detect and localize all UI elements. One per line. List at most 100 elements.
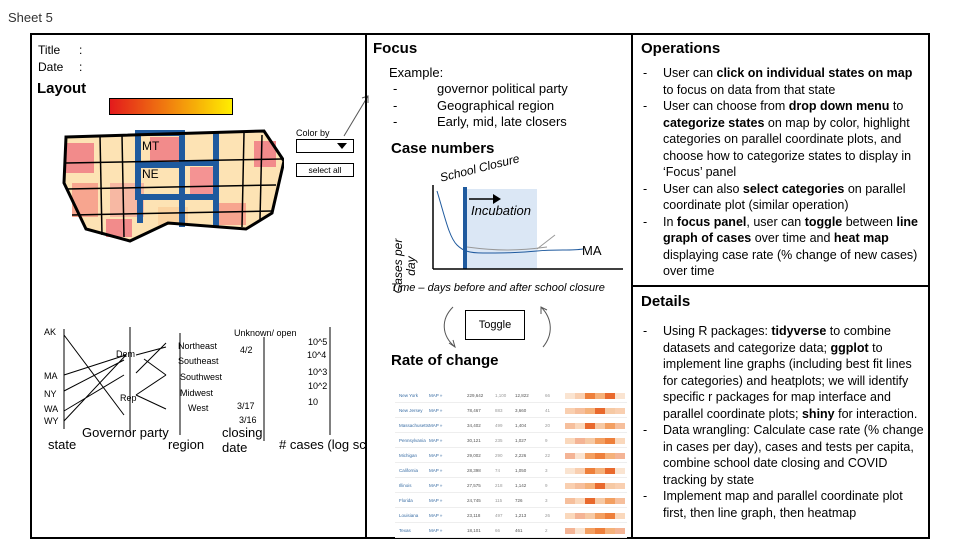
table-cell-state: Michigan [399,453,418,458]
table-cell-d: 9 [545,438,548,443]
heat-cell [565,468,575,474]
heat-cell [565,498,575,504]
table-cell-c: 1,142 [515,483,527,488]
table-cell-c: 12,822 [515,393,529,398]
heat-cell [595,483,605,489]
heat-cell [595,438,605,444]
heat-cell [605,498,615,504]
bullet-text: to focus on data from that state [663,82,836,97]
bullet-text: displaying case rate (% change of new ca… [663,247,918,279]
pcp-region-tick-midwest: Midwest [180,388,214,398]
heat-cell [575,423,585,429]
table-cell-c: 1,404 [515,423,527,428]
parallel-coordinates-plot[interactable] [32,315,369,455]
heat-cell [595,453,605,459]
heat-cell [575,453,585,459]
bullet-text: User can [663,66,717,80]
table-row: Massachusetts MAP » 34,402 499 1,404 20 [395,419,627,433]
table-cell-c: 1,050 [515,468,527,473]
select-all-button[interactable]: select all [296,163,354,177]
table-cell-link: MAP » [429,438,443,443]
heat-cell [605,528,615,534]
pcp-region-tick-west: West [188,403,209,413]
map-label-mt: MT [142,139,160,153]
table-cell-state: Texas [399,528,411,533]
table-row: Texas MAP » 18,101 66 461 2 [395,524,627,538]
heat-cell [585,468,595,474]
operations-panel: Operations User can click on individual … [631,33,930,287]
chevron-down-icon [337,143,347,149]
table-cell-state: Illinois [399,483,412,488]
table-cell-state: California [399,468,419,473]
table-cell-link: MAP » [429,498,443,503]
toggle-cycle-arrows-icon [443,306,551,349]
bullet-text: Using R packages: [663,324,772,338]
date-colon: : [79,60,83,74]
heat-cell [615,483,625,489]
table-cell-state: Massachusetts [399,423,430,428]
bullet-text: Implement map and parallel coordinate pl… [663,489,903,520]
table-row: Michigan MAP » 29,002 290 2,226 22 [395,449,627,463]
pcp-cases-tick-1e3: 10^3 [308,367,328,377]
rate-of-change-heading: Rate of change [391,352,499,369]
heat-cell [565,393,575,399]
operations-heading: Operations [641,40,721,57]
sheet-label: Sheet 5 [8,10,53,25]
pcp-state-tick-ny: NY [44,389,57,399]
table-cell-b: 497 [495,513,503,518]
table-row: California MAP » 28,398 74 1,050 3 [395,464,627,478]
color-by-dropdown[interactable] [296,139,354,153]
table-cell-c: 461 [515,528,523,533]
table-cell-b: 499 [495,423,503,428]
bullet-text: User can choose from [663,99,789,113]
bullet-item: User can choose from drop down menu to c… [637,98,925,181]
table-cell-state: Florida [399,498,413,503]
table-cell-a: 30,121 [467,438,481,443]
bullet-text: over time and [751,231,834,245]
heat-cell [575,438,585,444]
table-cell-d: 9 [545,483,548,488]
table-cell-a: 28,398 [467,468,481,473]
heat-cell [595,528,605,534]
map-label-ne: NE [142,167,159,181]
bullet-text: select categories [742,181,845,196]
series-label-ma: MA [582,243,602,258]
operations-list: User can click on individual states on m… [637,65,925,280]
table-cell-a: 78,467 [467,408,481,413]
pcp-closing-tick-3-17: 3/17 [237,401,255,411]
heat-cell [575,513,585,519]
table-cell-b: 74 [495,468,501,473]
heat-cell [565,408,575,414]
table-cell-b: 235 [495,438,503,443]
bullet-text: categorize states [663,115,765,130]
pcp-party-tick-dem: Dem [116,349,136,359]
heat-cell [605,423,615,429]
heat-cell [585,453,595,459]
table-row: Florida MAP » 24,745 115 726 3 [395,494,627,508]
example-list: governor political party Geographical re… [387,81,627,131]
case-line-chart [432,185,623,270]
us-map-sketch[interactable] [58,123,284,249]
table-cell-a: 29,002 [467,453,481,458]
pcp-cases-tick-10: 10 [308,397,319,407]
focus-panel: Focus Example: governor political party … [365,33,633,539]
table-cell-b: 218 [495,483,503,488]
table-cell-state: Louisiana [399,513,419,518]
heat-cell [605,483,615,489]
table-cell-b: 115 [495,498,503,503]
example-label: Example: [389,65,444,80]
heat-cell [595,513,605,519]
pcp-axis-label-party: Governor party [82,425,169,440]
incubation-label: Incubation [471,203,531,218]
color-gradient-legend [109,98,233,115]
table-cell-b: 66 [495,528,501,533]
bullet-text: User can also [663,181,743,196]
toggle-button[interactable]: Toggle [465,310,525,340]
table-cell-c: 1,027 [515,438,527,443]
pcp-region-tick-northeast: Northeast [178,341,218,351]
table-cell-link: MAP » [429,468,443,473]
heat-cell [605,393,615,399]
table-cell-link: MAP » [429,423,443,428]
heat-cell [585,393,595,399]
table-cell-c: 726 [515,498,523,503]
